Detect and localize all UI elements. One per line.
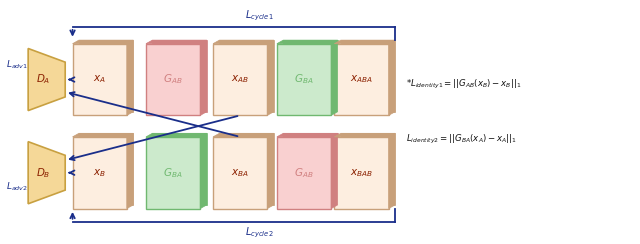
Bar	[284, 40, 337, 112]
Text: $L_{cycle2}$: $L_{cycle2}$	[245, 226, 274, 240]
Polygon shape	[277, 40, 337, 44]
Polygon shape	[200, 40, 207, 115]
Bar	[284, 133, 337, 205]
Text: $G_{AB}$: $G_{AB}$	[163, 73, 183, 86]
Text: $L_{identity2}$$ = ||G_{BA}(x_A) - x_A||_1$: $L_{identity2}$$ = ||G_{BA}(x_A) - x_A||…	[406, 133, 517, 146]
Text: $x_{BAB}$: $x_{BAB}$	[350, 167, 373, 179]
Polygon shape	[28, 142, 65, 204]
Text: $G_{AB}$: $G_{AB}$	[294, 166, 314, 180]
Text: $x_{ABA}$: $x_{ABA}$	[350, 74, 373, 85]
Text: $x_{AB}$: $x_{AB}$	[231, 74, 249, 85]
Bar	[220, 133, 274, 205]
Text: $D_A$: $D_A$	[36, 73, 51, 86]
Bar	[79, 40, 133, 112]
Bar	[334, 44, 388, 115]
Polygon shape	[331, 40, 337, 115]
Polygon shape	[388, 40, 395, 115]
Bar	[277, 44, 331, 115]
Polygon shape	[388, 133, 395, 209]
Bar	[146, 137, 200, 209]
Bar	[340, 40, 395, 112]
Text: $D_B$: $D_B$	[36, 166, 51, 180]
Polygon shape	[28, 49, 65, 111]
Text: $L_{adv2}$: $L_{adv2}$	[6, 181, 28, 193]
Text: $x_A$: $x_A$	[93, 74, 106, 85]
Polygon shape	[331, 133, 337, 209]
Polygon shape	[200, 133, 207, 209]
Bar	[152, 40, 207, 112]
Bar	[340, 133, 395, 205]
Bar	[152, 133, 207, 205]
Polygon shape	[72, 133, 133, 137]
Polygon shape	[72, 40, 133, 44]
Polygon shape	[213, 40, 274, 44]
Polygon shape	[334, 133, 395, 137]
Bar	[72, 44, 127, 115]
Polygon shape	[213, 133, 274, 137]
Bar	[146, 44, 200, 115]
Bar	[277, 137, 331, 209]
Polygon shape	[268, 40, 274, 115]
Text: $G_{BA}$: $G_{BA}$	[163, 166, 183, 180]
Polygon shape	[127, 133, 133, 209]
Bar	[213, 137, 268, 209]
Bar	[213, 44, 268, 115]
Text: $L_{adv1}$: $L_{adv1}$	[6, 59, 28, 71]
Bar	[72, 137, 127, 209]
Polygon shape	[146, 133, 207, 137]
Bar	[79, 133, 133, 205]
Text: $*L_{identity1}$$ = ||G_{AB}(x_B) - x_B||_1$: $*L_{identity1}$$ = ||G_{AB}(x_B) - x_B|…	[406, 78, 522, 91]
Polygon shape	[146, 40, 207, 44]
Bar	[334, 137, 388, 209]
Text: $L_{cycle1}$: $L_{cycle1}$	[245, 8, 274, 23]
Polygon shape	[268, 133, 274, 209]
Text: $x_B$: $x_B$	[93, 167, 106, 179]
Polygon shape	[277, 133, 337, 137]
Polygon shape	[334, 40, 395, 44]
Polygon shape	[127, 40, 133, 115]
Text: $G_{BA}$: $G_{BA}$	[294, 73, 314, 86]
Bar	[220, 40, 274, 112]
Text: $x_{BA}$: $x_{BA}$	[231, 167, 249, 179]
